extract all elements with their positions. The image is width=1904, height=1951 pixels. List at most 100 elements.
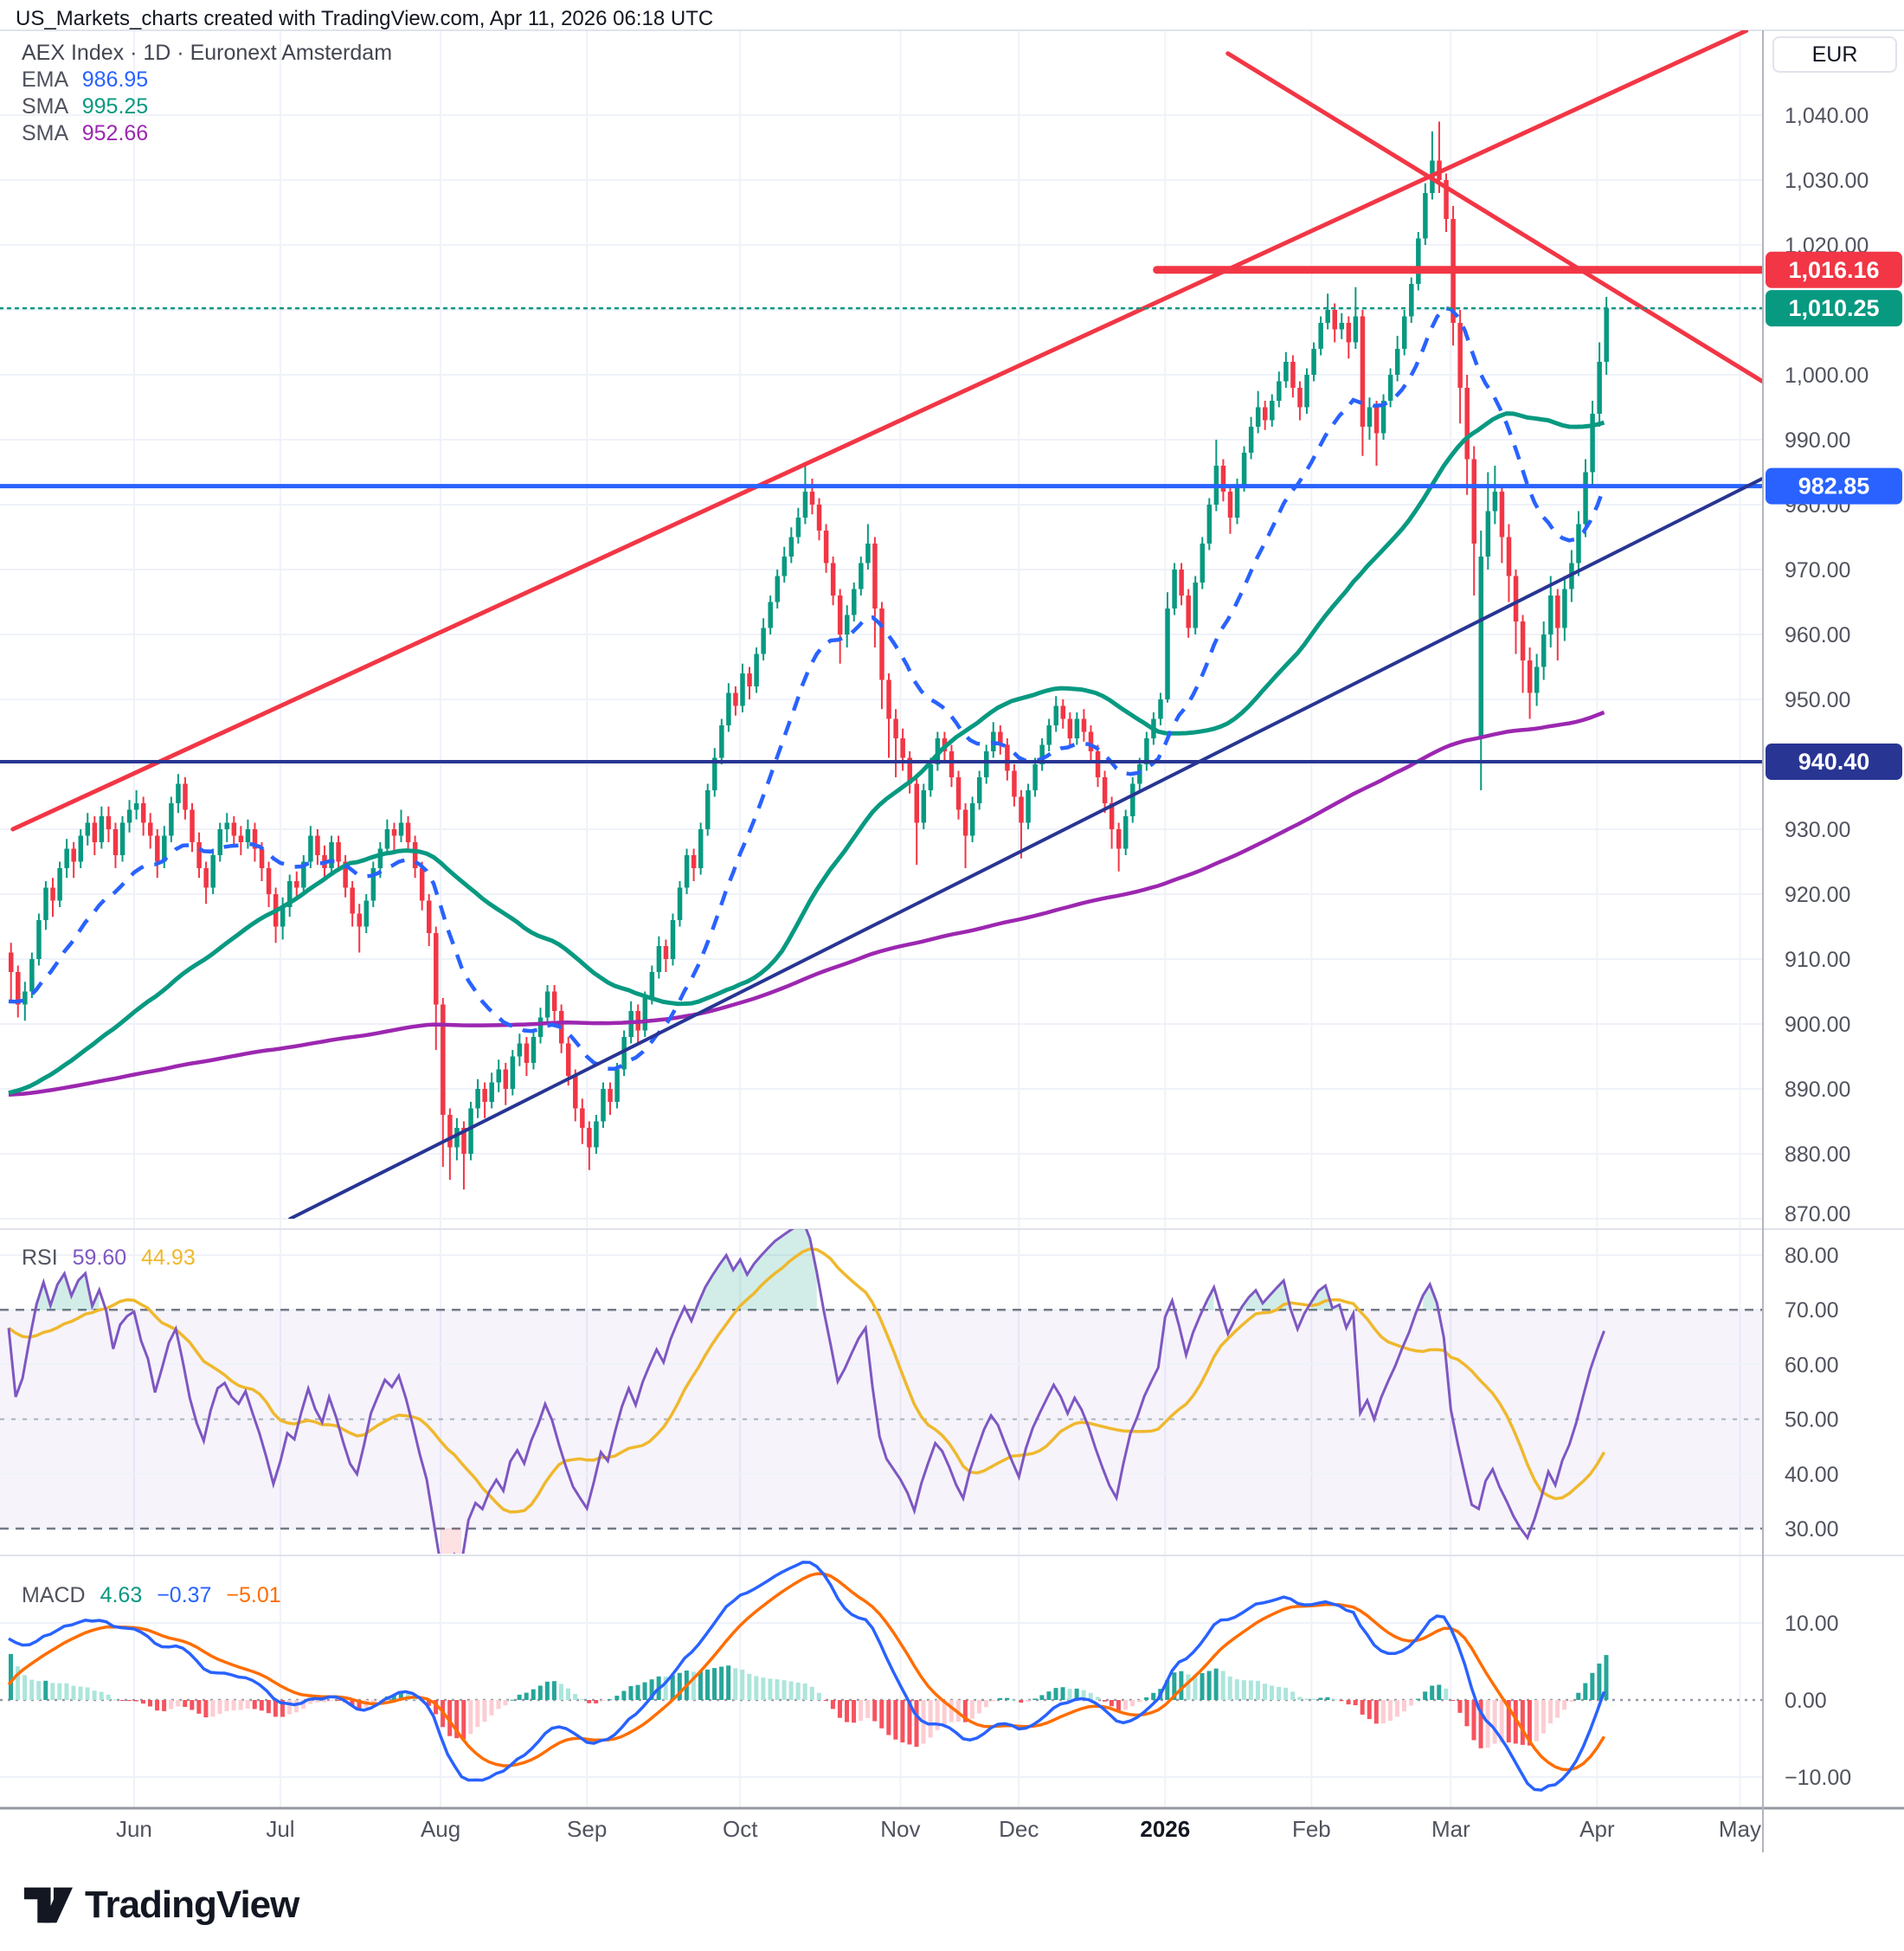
candle-body	[1102, 777, 1108, 803]
candle-body	[224, 822, 230, 829]
candle-body	[1019, 796, 1024, 823]
candle-body	[461, 1128, 466, 1154]
tradingview-logo[interactable]: TradingView	[24, 1883, 299, 1927]
candle-body	[1457, 323, 1463, 388]
candle-body	[614, 1069, 620, 1102]
candle-body	[183, 783, 188, 810]
candle-body	[1283, 362, 1289, 382]
candle-body	[1193, 583, 1198, 628]
candle-body	[642, 998, 648, 1031]
currency-button[interactable]: EUR	[1772, 36, 1897, 73]
macd-histogram	[9, 1653, 1609, 1748]
main-price-pane[interactable]	[0, 30, 1762, 1220]
candle-body	[1277, 381, 1282, 401]
macd-tick-label: 0.00	[1785, 1689, 1827, 1713]
time-scale[interactable]: Jun Jul Aug Sep Oct Nov Dec 2026 Feb Mar Apr May	[116, 1816, 1761, 1842]
price-tick-label: 950.00	[1785, 688, 1850, 712]
price-badge: 1,010.25	[1766, 290, 1902, 327]
candle-body	[162, 835, 167, 862]
candle-body	[893, 718, 898, 738]
candle-body	[336, 842, 341, 862]
candle-body	[1346, 323, 1352, 343]
candle-body	[133, 803, 139, 810]
candle-body	[969, 803, 975, 836]
candle-body	[573, 1076, 578, 1109]
rsi-pane[interactable]	[7, 1220, 1606, 1574]
candle-body	[566, 1043, 571, 1076]
macd-line	[8, 1561, 1606, 1792]
candle-body	[203, 868, 209, 888]
candle-body	[384, 829, 390, 849]
time-tick-label: Aug	[421, 1816, 460, 1842]
candle-body	[1144, 738, 1149, 764]
candle-body	[1067, 718, 1073, 738]
falling-resistance-red[interactable]	[1225, 51, 1762, 383]
candle-body	[1046, 725, 1052, 745]
sma-fast-line	[8, 411, 1605, 1096]
macd-legend[interactable]: MACD 4.63 −0.37 −5.01	[22, 1583, 281, 1607]
candle-body	[1074, 718, 1080, 738]
candle-body	[691, 855, 697, 868]
rising-support-red[interactable]	[10, 30, 1749, 832]
candle-body	[1492, 492, 1498, 512]
candle-body	[524, 1043, 530, 1063]
candle-body	[837, 596, 843, 634]
symbol-description[interactable]: AEX Index · 1D · Euronext Amsterdam	[22, 41, 393, 65]
macd-hist-value: 4.63	[100, 1583, 143, 1607]
candle-body	[1227, 492, 1233, 518]
candle-body	[788, 537, 794, 557]
candle-body	[775, 576, 780, 602]
candle-body	[350, 887, 355, 914]
price-tick-label: 1,030.00	[1785, 169, 1869, 193]
candle-body	[601, 1089, 606, 1122]
candle-body	[1534, 666, 1540, 693]
rsi-legend[interactable]: RSI 59.60 44.93	[22, 1246, 196, 1270]
legend-ema[interactable]: EMA 986.95	[22, 68, 149, 92]
candle-body	[1012, 770, 1017, 797]
price-badge-label: 982.85	[1798, 473, 1870, 499]
candle-body	[405, 822, 411, 842]
candle-body	[9, 952, 14, 972]
legend-sma-fast[interactable]: SMA 995.25	[22, 94, 149, 119]
candle-body	[23, 991, 28, 1005]
price-scale[interactable]: 1,040.001,030.001,020.001,010.001,000.00…	[1762, 30, 1902, 1852]
candle-body	[1394, 349, 1400, 375]
candle-body	[1513, 576, 1519, 621]
candle-body	[1325, 310, 1330, 323]
time-tick-label: Oct	[723, 1816, 758, 1842]
candle-body	[594, 1121, 599, 1148]
candle-body	[1311, 349, 1316, 375]
candle-body	[1332, 310, 1337, 330]
candle-body	[1241, 453, 1247, 486]
page-title: US_Markets_charts created with TradingVi…	[16, 7, 714, 30]
candle-body	[754, 654, 759, 686]
rsi-tick-label: 50.00	[1785, 1408, 1839, 1433]
candle-body	[287, 881, 293, 907]
candle-body	[1499, 492, 1505, 538]
candle-body	[447, 1115, 453, 1148]
candle-body	[1297, 388, 1303, 408]
candle-body	[1478, 557, 1484, 738]
candle-body	[85, 822, 91, 836]
price-tick-label: 990.00	[1785, 428, 1850, 453]
candle-body	[16, 972, 21, 1005]
candle-body	[768, 602, 773, 628]
macd-pane[interactable]	[7, 1561, 1609, 1792]
candle-body	[496, 1069, 501, 1083]
candle-body	[196, 842, 202, 868]
candle-body	[36, 920, 42, 959]
candle-body	[1380, 401, 1386, 434]
candle-body	[294, 881, 299, 888]
legend-sma-slow[interactable]: SMA 952.66	[22, 121, 149, 145]
candle-body	[155, 835, 160, 862]
candle-body	[1373, 407, 1380, 434]
candle-body	[1095, 751, 1101, 777]
rising-channel-navy[interactable]	[288, 477, 1762, 1219]
candle-body	[475, 1089, 480, 1109]
candle-body	[427, 900, 432, 933]
tradingview-logo-mark	[24, 1887, 73, 1923]
candle-body	[1387, 375, 1393, 401]
candle-body	[1234, 485, 1240, 518]
candlestick-series	[9, 121, 1609, 1190]
